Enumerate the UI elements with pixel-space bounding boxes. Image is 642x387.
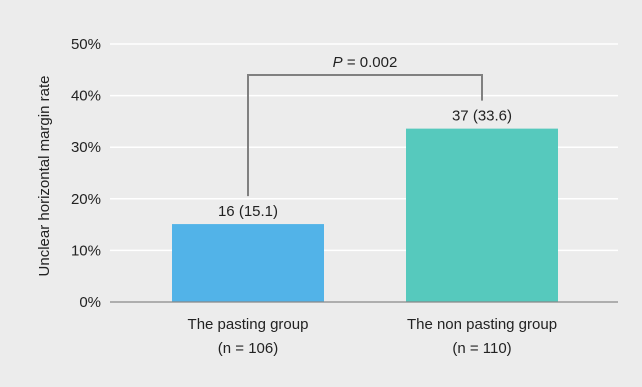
bar (172, 224, 324, 302)
bar (406, 128, 558, 302)
p-symbol: P (333, 54, 343, 71)
data-labels: 16 (15.1) 37 (33.6) (218, 108, 512, 220)
bar-data-label: 37 (33.6) (452, 108, 512, 125)
significance-annotation: P = 0.002 (247, 54, 483, 197)
bars (172, 128, 558, 302)
p-value: = 0.002 (343, 54, 398, 71)
category-labels: The pasting group (n = 106) The non pastin… (188, 316, 558, 357)
y-tick-label: 0% (79, 294, 101, 311)
significance-bracket (247, 73, 483, 197)
y-tick-label: 40% (71, 88, 101, 105)
y-tick-label: 20% (71, 191, 101, 208)
y-axis-ticks: 0% 10% 20% 30% 40% 50% (71, 36, 101, 311)
category-sample-size: (n = 110) (452, 340, 511, 357)
p-value-label: P = 0.002 (333, 54, 398, 71)
y-tick-label: 50% (71, 36, 101, 53)
y-tick-label: 30% (71, 139, 101, 156)
y-axis-label: Unclear horizontal margin rate (36, 76, 53, 277)
y-tick-label: 10% (71, 242, 101, 259)
bar-data-label: 16 (15.1) (218, 203, 278, 220)
category-sample-size: (n = 106) (218, 340, 278, 357)
category-label: The non pasting group (407, 316, 557, 333)
category-label: The pasting group (188, 316, 309, 333)
